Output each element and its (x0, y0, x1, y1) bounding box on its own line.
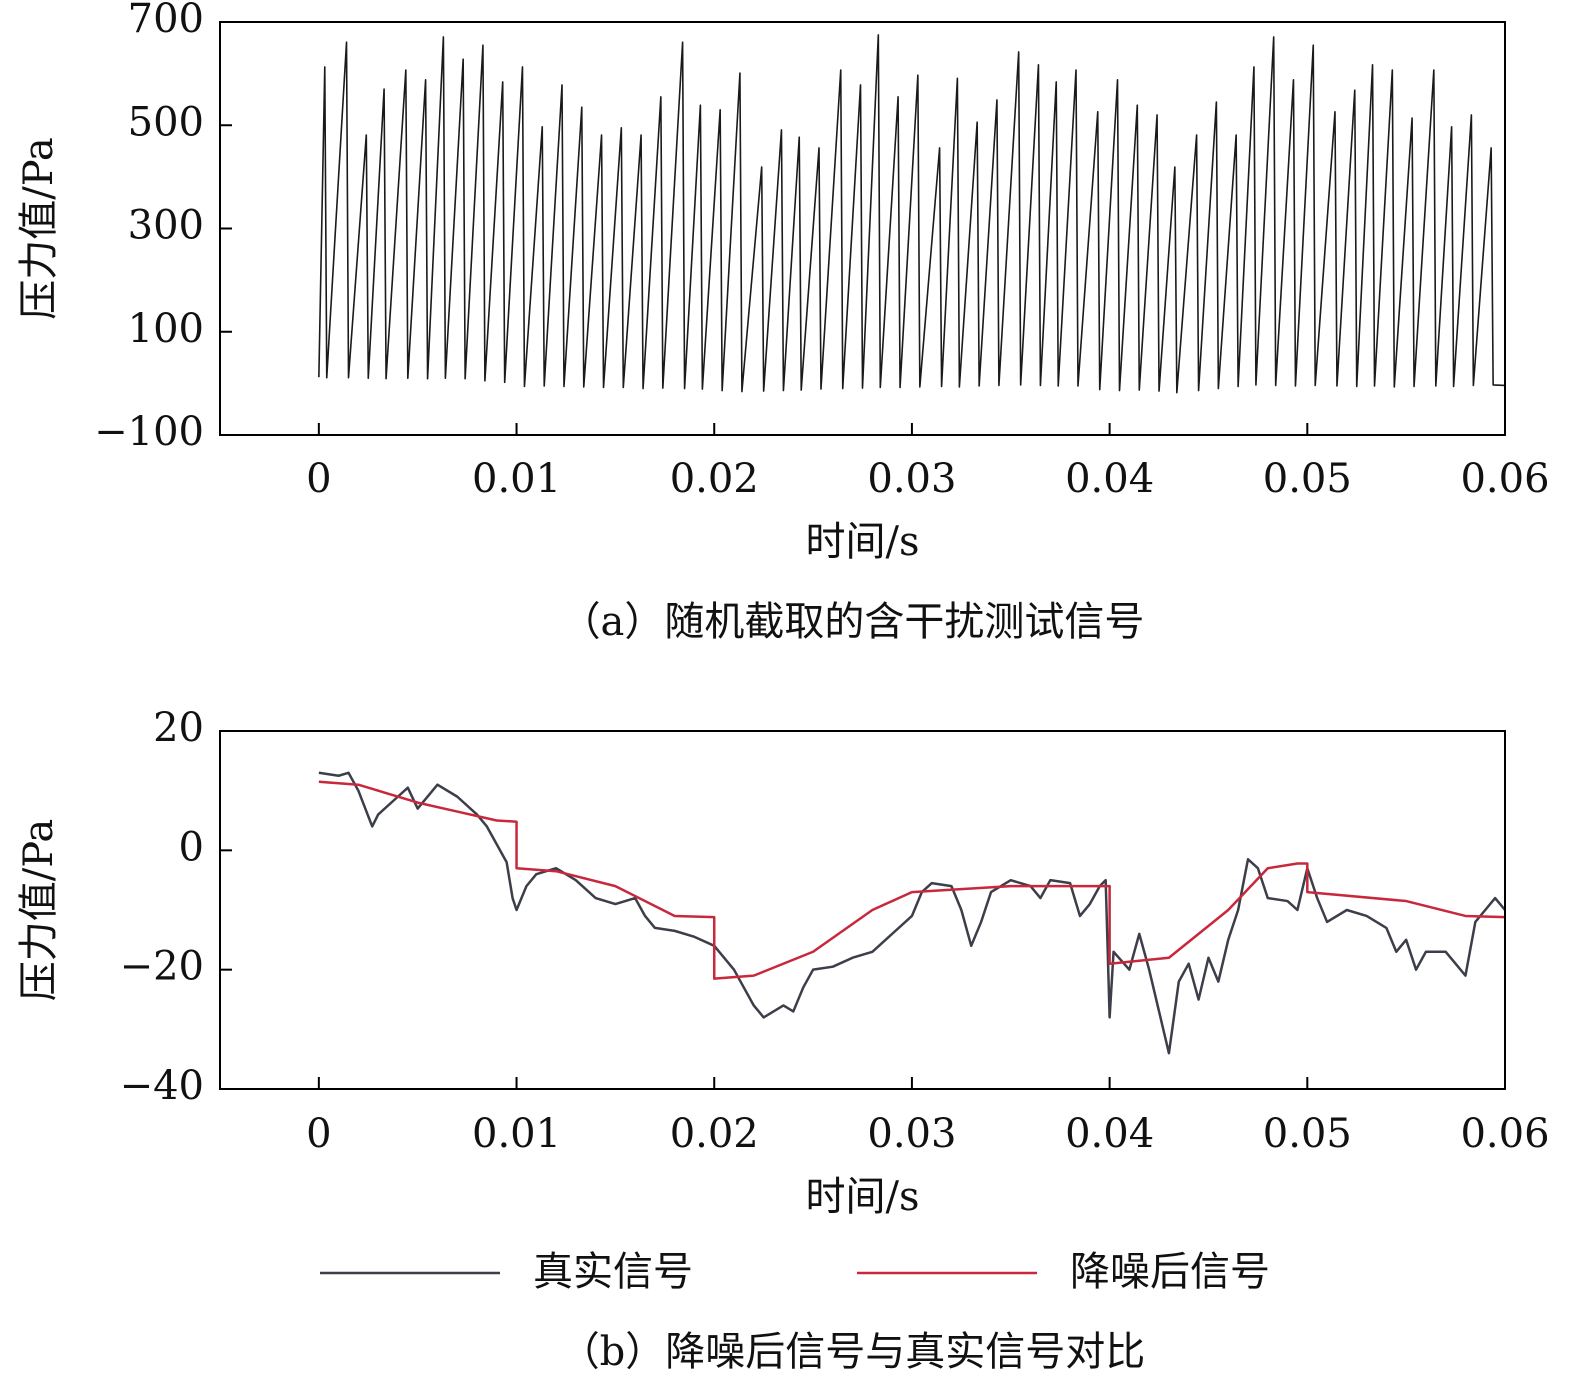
y-tick-label: −20 (120, 944, 204, 990)
y-tick-label: −40 (120, 1063, 204, 1109)
caption: （b）降噪后信号与真实信号对比 (560, 1329, 1146, 1375)
data-line (318, 771, 1506, 1055)
x-tick-label: 0.02 (670, 1111, 759, 1157)
x-tick-label: 0.01 (472, 456, 561, 502)
y-tick-label: 300 (128, 203, 204, 249)
y-tick-label: 20 (153, 705, 204, 751)
x-tick-label: 0 (306, 456, 331, 502)
legend-label: 真实信号 (533, 1249, 693, 1295)
data-line (318, 34, 1506, 394)
x-tick-label: 0.05 (1263, 1111, 1352, 1157)
x-tick-label: 0.06 (1460, 1111, 1549, 1157)
x-axis-label: 时间/s (805, 1174, 919, 1220)
caption: （a）随机截取的含干扰测试信号 (561, 599, 1145, 645)
y-tick-label: 500 (128, 99, 204, 145)
x-tick-label: 0.06 (1460, 456, 1549, 502)
x-tick-label: 0.04 (1065, 1111, 1154, 1157)
x-tick-label: 0.04 (1065, 456, 1154, 502)
plot-frame (219, 730, 1506, 1090)
legend-label: 降噪后信号 (1070, 1249, 1270, 1295)
x-tick-label: 0.03 (867, 456, 956, 502)
x-tick-label: 0.03 (867, 1111, 956, 1157)
x-tick-label: 0.05 (1263, 456, 1352, 502)
x-axis-label: 时间/s (805, 519, 919, 565)
y-tick-label: 0 (179, 824, 204, 870)
x-tick-label: 0.01 (472, 1111, 561, 1157)
x-tick-label: 0.02 (670, 456, 759, 502)
data-line (318, 780, 1506, 980)
y-tick-label: 100 (128, 306, 204, 352)
y-axis-label: 压力值/Pa (16, 819, 62, 1001)
y-tick-label: 700 (128, 0, 204, 42)
y-axis-label: 压力值/Pa (16, 137, 62, 319)
y-tick-label: −100 (94, 409, 204, 455)
x-tick-label: 0 (306, 1111, 331, 1157)
